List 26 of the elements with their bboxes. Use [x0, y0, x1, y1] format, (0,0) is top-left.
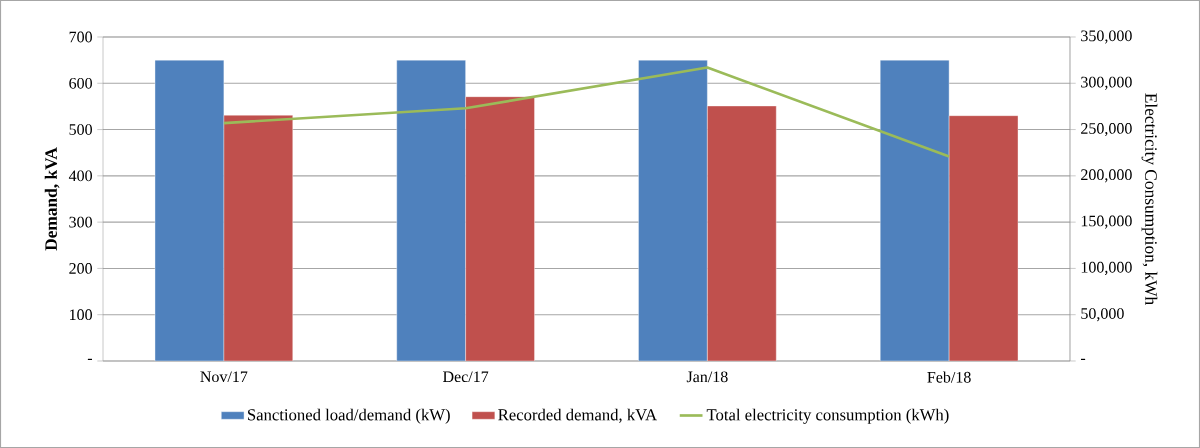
y-tick-label: 600	[69, 77, 92, 89]
y-tick-label: 400	[68, 170, 92, 182]
y2-tick-label: 200,000	[1081, 169, 1132, 183]
legend-label: Total electricity consumption (kWh)	[706, 408, 949, 424]
x-tick-label: Nov/17	[200, 371, 248, 383]
y-axis-title: Demand, kVA	[44, 147, 60, 251]
y2-tick-label: 100,000	[1081, 261, 1132, 275]
y2-tick-label: 250,000	[1081, 123, 1132, 137]
y-tick-label: 300	[69, 216, 92, 228]
y-tick-label: 700	[69, 31, 92, 43]
y2-tick-label: -	[1080, 358, 1086, 360]
y2-tick-label: 300,000	[1081, 76, 1132, 90]
legend-label: Recorded demand, kVA	[498, 408, 657, 423]
y-tick-label: 500	[69, 124, 92, 135]
y2-tick-label: 50,000	[1081, 308, 1124, 322]
y-tick-label: 100	[70, 309, 92, 321]
legend-label: Sanctioned load/demand (kW)	[248, 408, 450, 424]
x-tick-label: Jan/18	[686, 371, 728, 383]
x-tick-label: Feb/18	[927, 371, 971, 383]
y-tick-label: 200	[69, 263, 92, 274]
y-tick-label: -	[87, 358, 93, 360]
y2-tick-label: 150,000	[1081, 215, 1132, 229]
y2-tick-label: 350,000	[1081, 30, 1132, 44]
line-series	[222, 66, 951, 158]
y2-axis-title: Electricity Consumption, kWh	[1141, 93, 1158, 305]
x-tick-label: Dec/17	[442, 371, 489, 383]
